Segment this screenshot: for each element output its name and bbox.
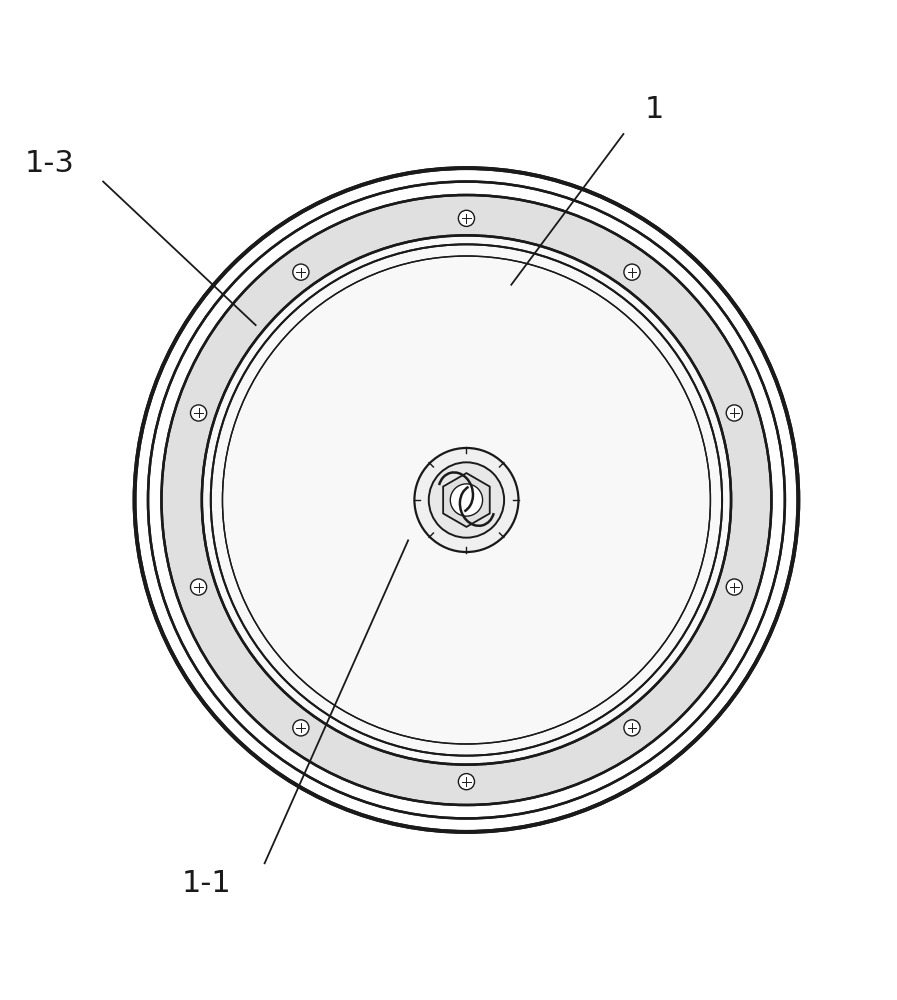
- Polygon shape: [443, 473, 490, 527]
- Circle shape: [450, 484, 483, 516]
- Circle shape: [624, 264, 640, 280]
- Circle shape: [727, 405, 743, 421]
- Circle shape: [458, 210, 475, 226]
- Circle shape: [429, 462, 504, 538]
- Circle shape: [292, 264, 309, 280]
- Text: 1-1: 1-1: [181, 869, 231, 898]
- Circle shape: [130, 164, 803, 836]
- Circle shape: [414, 448, 518, 552]
- Circle shape: [190, 405, 206, 421]
- Circle shape: [202, 235, 731, 765]
- Circle shape: [161, 195, 771, 805]
- Circle shape: [190, 579, 206, 595]
- Circle shape: [624, 720, 640, 736]
- Text: 1-3: 1-3: [24, 149, 74, 178]
- Circle shape: [292, 720, 309, 736]
- Text: 1: 1: [645, 95, 665, 124]
- Circle shape: [458, 774, 475, 790]
- Circle shape: [727, 579, 743, 595]
